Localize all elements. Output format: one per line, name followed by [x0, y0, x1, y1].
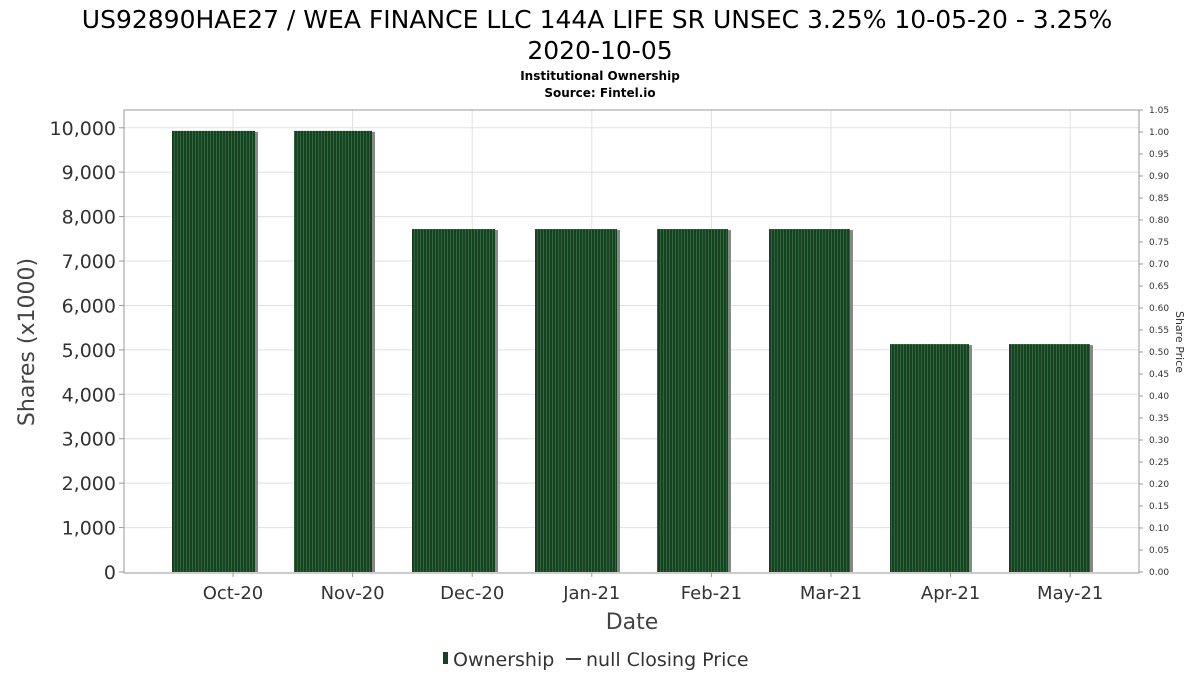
bar-ownership	[412, 229, 495, 573]
y2-tick-label: 0.60	[1149, 304, 1169, 314]
y2-tick-label: 0.65	[1149, 282, 1169, 292]
y2-tick-label: 0.55	[1149, 326, 1169, 336]
x-tick-label: Nov-20	[321, 583, 385, 604]
y2-tick-label: 0.75	[1149, 238, 1169, 248]
y2-tick-label: 0.80	[1149, 216, 1169, 226]
y2-tick-label: 1.05	[1149, 106, 1169, 116]
y-tick-label: 4,000	[62, 384, 116, 406]
x-tick-label: Oct-20	[203, 583, 264, 604]
x-axis-label: Date	[606, 610, 659, 635]
x-tick-label: Dec-20	[440, 583, 504, 604]
y2-tick-label: 0.70	[1149, 260, 1169, 270]
x-tick-label: May-21	[1037, 583, 1103, 604]
legend-label-ownership: Ownership	[453, 649, 554, 671]
y2-tick-label: 0.45	[1149, 370, 1169, 380]
plot-area-border	[123, 109, 1140, 574]
y2-tick-label: 0.40	[1149, 392, 1169, 402]
chart-title-line-2: 2020-10-05	[527, 36, 672, 65]
y2-axis-label: Share Price	[1173, 311, 1186, 373]
y2-tick-label: 0.20	[1149, 480, 1169, 490]
y-tick-label: 10,000	[50, 118, 116, 140]
legend: Ownership null Closing Price	[443, 649, 749, 671]
y-tick-label: 6,000	[62, 295, 116, 317]
bar-ownership	[294, 130, 372, 572]
y2-tick-label: 0.50	[1149, 348, 1169, 358]
bar-ownership	[535, 229, 617, 573]
y2-tick-label: 0.10	[1149, 524, 1169, 534]
bar-ownership	[769, 229, 850, 573]
y2-axis-ticks: 0.00 0.05 0.10 0.15 0.20 0.25 0.30 0.35 0.40 0.45…	[1139, 106, 1169, 578]
bar-ownership	[890, 344, 969, 572]
y-tick-label: 7,000	[62, 251, 116, 273]
y2-tick-label: 0.30	[1149, 436, 1169, 446]
bar-ownership	[172, 130, 255, 572]
y-tick-label: 0	[104, 562, 116, 584]
x-tick-label: Jan-21	[562, 583, 620, 604]
chart-subtitle-line-2: Source: Fintel.io	[544, 86, 655, 100]
x-tick-label: Feb-21	[681, 583, 742, 604]
y2-tick-label: 0.95	[1149, 150, 1169, 160]
y-tick-label: 2,000	[62, 473, 116, 495]
chart-subtitle-line-1: Institutional Ownership	[520, 69, 680, 83]
y2-tick-label: 0.35	[1149, 414, 1169, 424]
y-tick-label: 3,000	[62, 429, 116, 451]
x-axis-ticks: Oct-20 Nov-20 Dec-20 Jan-21 Feb-21 Mar-21 Apr-…	[203, 573, 1103, 604]
y2-tick-label: 1.00	[1149, 128, 1169, 138]
y-tick-label: 8,000	[62, 207, 116, 229]
x-tick-label: Mar-21	[800, 583, 862, 604]
legend-label-closing-price: null Closing Price	[586, 649, 749, 671]
y2-tick-label: 0.00	[1149, 568, 1169, 578]
y2-tick-label: 0.85	[1149, 194, 1169, 204]
y2-tick-label: 0.05	[1149, 546, 1169, 556]
legend-swatch-ownership	[443, 652, 448, 664]
bar-series-ownership	[172, 130, 1093, 573]
bar-ownership	[1009, 344, 1090, 572]
y-tick-label: 1,000	[62, 518, 116, 540]
x-tick-label: Apr-21	[921, 583, 980, 604]
y-axis-label: Shares (x1000)	[15, 258, 40, 426]
y2-tick-label: 0.90	[1149, 172, 1169, 182]
chart-title-line-1: US92890HAE27 / WEA FINANCE LLC 144A LIFE…	[82, 5, 1112, 34]
y2-tick-label: 0.15	[1149, 502, 1169, 512]
y-tick-label: 9,000	[62, 162, 116, 184]
grid-lines	[124, 110, 1139, 573]
y-tick-label: 5,000	[62, 340, 116, 362]
y-axis-ticks: 0 1,000 2,000 3,000 4,000 5,000 6,000 7,000 8,00…	[50, 118, 124, 584]
bar-ownership	[657, 229, 728, 573]
y2-tick-label: 0.25	[1149, 458, 1169, 468]
